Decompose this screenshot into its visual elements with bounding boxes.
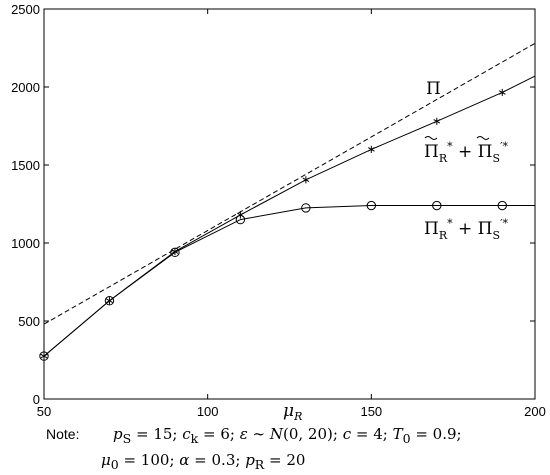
plot-frame [43,8,536,400]
y-tick-label: 0 [33,392,40,407]
label-pi: Π [426,79,441,99]
note-line-2: μ0 = 100; α = 0.3; pR = 20 [101,451,306,472]
data-point-star [433,117,441,125]
data-point-star [171,247,179,256]
data-point-star [40,352,48,360]
data-point-star [302,176,310,184]
data-point-circle [104,296,115,306]
data-point-circle [301,203,311,213]
note-label: Note: [46,426,80,442]
series-line-2 [43,205,535,357]
series-layer [43,42,536,357]
label-pi-sum: ΠR* + ΠS′* [424,217,509,242]
series-line-1 [43,75,536,357]
label-pi-tilde-sum: ΠR* + ΠS′* [424,136,509,165]
series-line-0 [43,42,536,325]
svg-text:ΠR* + ΠS′*: ΠR* + ΠS′* [424,140,509,165]
data-point-circle [39,351,49,361]
marker-layer [39,88,507,361]
data-point-star [498,88,506,97]
x-tick-label: 50 [37,404,51,419]
data-point-star [367,145,375,153]
y-tick-label: 2000 [11,80,40,95]
data-point-circle [432,200,442,211]
data-point-circle [235,214,246,225]
data-point-circle [497,200,507,211]
y-tick-label: 2500 [11,2,40,17]
x-tick-label: 100 [197,404,219,419]
y-tick-label: 500 [18,314,40,329]
note-line-1: Note: pS = 15; ck = 6; ε ∼ N(0, 20); c =… [46,425,462,446]
x-tick-label: 200 [524,404,546,419]
y-tick-label: 1500 [11,158,40,173]
data-point-star [106,297,113,305]
x-axis-label: μR [283,401,302,423]
data-point-circle [366,200,377,211]
y-tick-label: 1000 [11,236,40,251]
x-tick-label: 150 [360,404,382,419]
data-point-circle [170,247,180,258]
